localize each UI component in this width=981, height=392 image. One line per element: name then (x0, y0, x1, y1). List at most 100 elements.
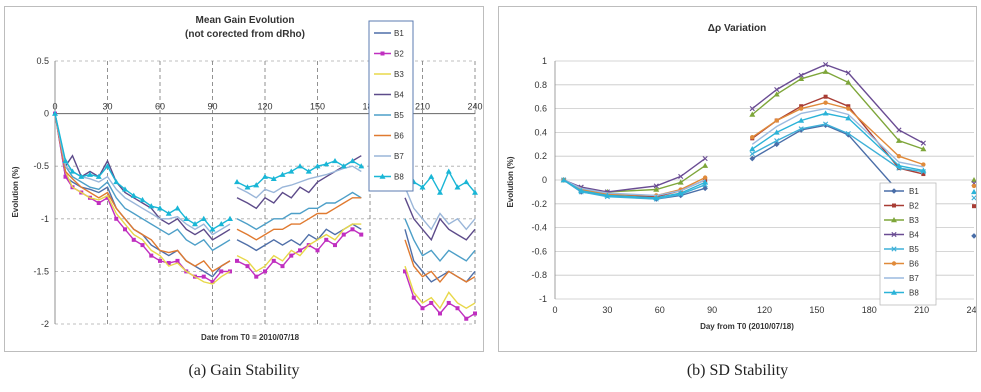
sd-point-B3 (822, 68, 829, 74)
sd-legend-label-B4: B4 (909, 231, 919, 240)
gain-point-B2 (333, 243, 337, 248)
sd-stability-chart-panel: 1 0.8 0.6 0.4 0.2 0 -0.2 -0.4 -0.6 -0.8 -1 0 30 60 90 1… (498, 6, 977, 352)
gain-point-B2 (175, 258, 180, 263)
gain-legend-label-B1: B1 (394, 29, 404, 38)
sd-point-B2 (799, 104, 804, 109)
gain-y-tick-label: -1 (41, 214, 49, 224)
sd-y-tick-label: -1 (539, 294, 547, 304)
gain-point-B8 (130, 192, 137, 198)
gain-point-B8 (253, 182, 260, 188)
gain-point-B8 (288, 168, 295, 174)
gain-point-B8 (305, 168, 312, 174)
sd-point-B6 (896, 154, 902, 159)
gain-series-line-B5 (236, 191, 362, 231)
gain-point-B8 (227, 215, 233, 221)
gain-point-B8 (340, 163, 347, 169)
sd-point-B3 (749, 111, 756, 117)
gain-legend-label-B7: B7 (394, 152, 404, 161)
gain-y-axis-label: Evolution (%) (11, 166, 20, 217)
sd-legend-marker-B5 (891, 246, 897, 252)
gain-point-B2 (114, 216, 119, 221)
sd-point-B6 (774, 118, 779, 123)
gain-series-line-B5 (54, 113, 231, 252)
gain-point-B8 (200, 215, 207, 221)
gain-stability-chart: 0.50-0.5-1-1.5-20306090120150180210240Me… (11, 15, 483, 342)
gain-legend-label-B2: B2 (394, 50, 404, 59)
sd-x-tick-label: 120 (757, 305, 772, 315)
sd-point-B3 (971, 177, 976, 183)
sd-point-B3 (920, 146, 927, 152)
sd-legend-label-B8: B8 (909, 289, 919, 298)
gain-point-B2 (280, 264, 285, 269)
sd-point-B8 (971, 188, 976, 195)
sd-legend-marker-B2 (892, 203, 896, 208)
sd-point-B6 (823, 100, 828, 105)
gain-point-B8 (332, 157, 338, 164)
gain-point-B8 (87, 171, 93, 177)
gain-point-B2 (438, 311, 442, 316)
sd-point-B4 (896, 127, 902, 133)
sd-point-B8 (560, 177, 567, 183)
gain-point-B2 (201, 274, 206, 279)
gain-point-B2 (464, 316, 469, 321)
gain-series-line-B1 (54, 113, 231, 278)
sd-point-B6 (798, 106, 804, 111)
sd-point-B6 (702, 175, 708, 180)
gain-point-B2 (166, 260, 171, 265)
gain-point-B2 (254, 274, 259, 279)
gain-point-B8 (323, 161, 330, 167)
gain-point-B2 (429, 300, 434, 305)
sd-point-B8 (702, 179, 709, 185)
sd-point-B2 (972, 204, 976, 209)
gain-series-line-B3 (236, 223, 362, 273)
gain-y-tick-label: -2 (41, 319, 49, 329)
sd-legend-label-B1: B1 (909, 187, 919, 196)
sd-x-tick-label: 90 (707, 305, 717, 315)
gain-stability-chart-panel: 0.50-0.5-1-1.5-20306090120150180210240Me… (4, 6, 484, 352)
gain-series-line-B3 (54, 113, 231, 285)
gain-point-B8 (52, 110, 58, 116)
sd-y-tick-label: 0.6 (534, 104, 547, 114)
gain-legend-marker-B2 (380, 51, 385, 56)
gain-point-B2 (298, 248, 302, 253)
gain-legend: B1 B2 B3 B4 B5 B6 B7 B8 (368, 20, 414, 192)
gain-y-tick-label: 0 (44, 109, 49, 119)
gain-series-line-B7 (404, 186, 476, 231)
gain-series-line-B4 (236, 155, 362, 210)
sd-point-B2 (846, 104, 851, 109)
sd-legend-label-B5: B5 (909, 245, 919, 254)
sd-point-B8 (845, 115, 852, 121)
sd-stability-chart: 1 0.8 0.6 0.4 0.2 0 -0.2 -0.4 -0.6 -0.8 -1 0 30 60 90 1… (506, 23, 976, 331)
sd-point-B8 (653, 194, 660, 201)
sd-point-B4 (823, 61, 829, 68)
gain-point-B8 (69, 168, 76, 174)
sd-x-tick-label: 30 (602, 305, 612, 315)
gain-x-tick-label: 90 (207, 102, 217, 112)
gain-point-B8 (78, 173, 85, 179)
gain-point-B8 (95, 173, 102, 179)
gain-point-B2 (263, 269, 267, 274)
gain-point-B8 (209, 226, 216, 232)
sd-y-tick-label: 1 (542, 56, 547, 66)
sd-point-B5 (774, 138, 780, 144)
gain-series-line-B6 (54, 113, 231, 273)
sd-point-B8 (895, 162, 902, 168)
sd-x-tick-label: 180 (862, 305, 877, 315)
gain-point-B2 (219, 269, 224, 274)
gain-point-B8 (218, 221, 225, 227)
sd-series-line-B8 (563, 179, 706, 199)
gain-series-line-B7 (236, 165, 362, 199)
sd-x-tick-label: 210 (914, 305, 929, 315)
sd-legend-label-B6: B6 (909, 260, 919, 269)
sd-point-B2 (921, 172, 926, 177)
gain-x-tick-label: 240 (467, 102, 482, 112)
gain-point-B2 (131, 237, 136, 242)
sd-series-group (560, 61, 976, 239)
sd-point-B8 (677, 190, 684, 196)
sd-point-B8 (749, 146, 756, 152)
sd-x-axis-label: Day from T0 (2010/07/18) (700, 322, 794, 331)
gain-point-B8 (262, 173, 268, 179)
gain-series-line-B8 (404, 165, 476, 195)
gain-point-B8 (419, 184, 426, 190)
gain-point-B2 (271, 258, 276, 263)
